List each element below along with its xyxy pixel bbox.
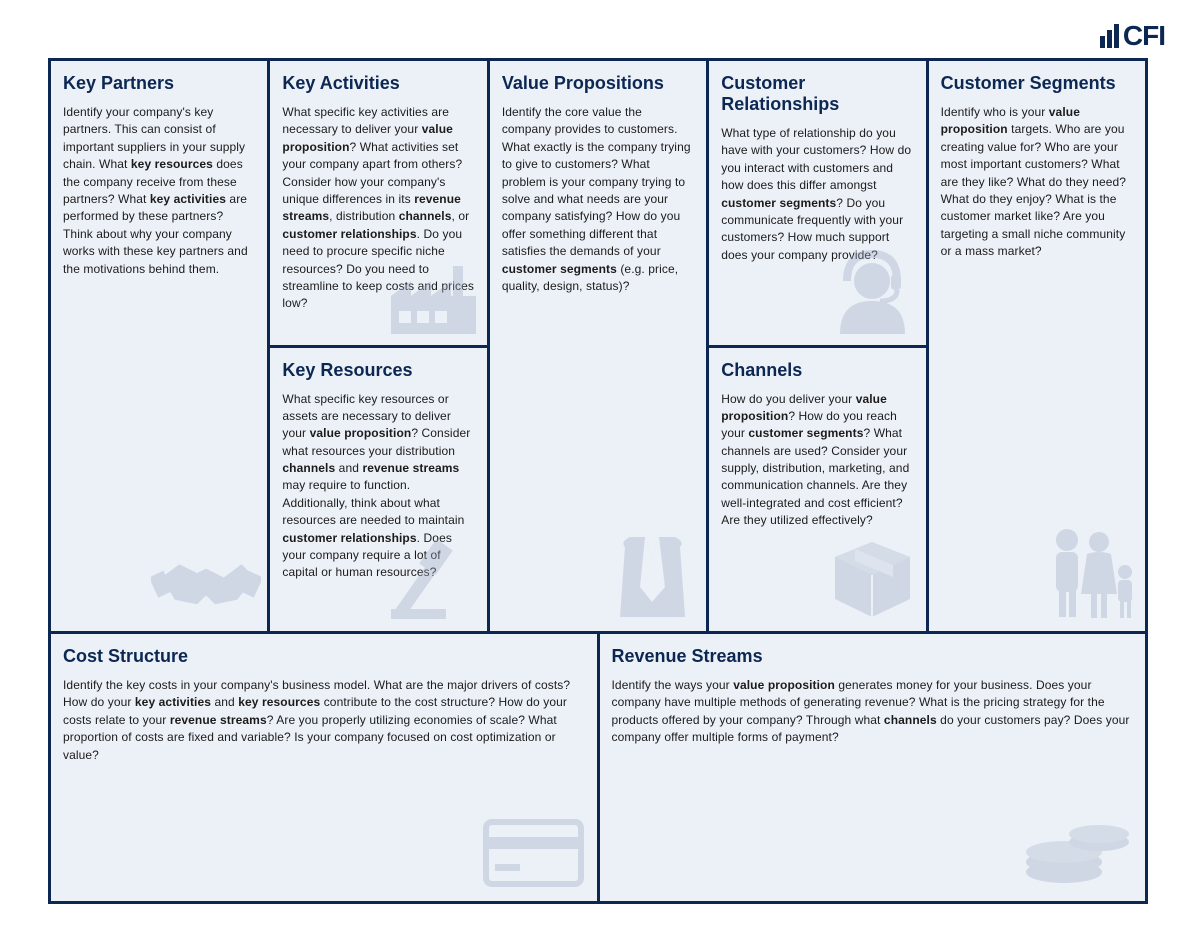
col-key-activities-resources: Key Activities What specific key activit…	[270, 61, 489, 631]
cell-cost-structure: Cost Structure Identify the key costs in…	[51, 634, 600, 901]
title-channels: Channels	[721, 360, 913, 381]
cfi-logo: CFI	[1100, 20, 1165, 52]
cell-channels: Channels How do you deliver your value p…	[709, 348, 925, 632]
logo-bars-icon	[1100, 24, 1119, 48]
title-revenue-streams: Revenue Streams	[612, 646, 1134, 667]
body-revenue-streams: Identify the ways your value proposition…	[612, 677, 1134, 747]
coins-icon	[1019, 807, 1139, 897]
box-icon	[825, 537, 920, 627]
business-model-canvas: Key Partners Identify your company's key…	[48, 58, 1148, 904]
logo-row: CFI	[30, 20, 1170, 58]
body-channels: How do you deliver your value propositio…	[721, 391, 913, 530]
title-customer-segments: Customer Segments	[941, 73, 1133, 94]
cell-customer-segments: Customer Segments Identify who is your v…	[929, 61, 1145, 631]
title-customer-relationships: Customer Relationships	[721, 73, 913, 115]
handshake-icon	[151, 542, 261, 627]
canvas-top-grid: Key Partners Identify your company's key…	[51, 61, 1145, 631]
body-value-propositions: Identify the core value the company prov…	[502, 104, 694, 295]
cell-key-resources: Key Resources What specific key resource…	[270, 348, 486, 632]
cell-customer-relationships: Customer Relationships What type of rela…	[709, 61, 925, 348]
col-key-partners: Key Partners Identify your company's key…	[51, 61, 270, 631]
title-key-partners: Key Partners	[63, 73, 255, 94]
family-icon	[1039, 522, 1139, 627]
cell-key-partners: Key Partners Identify your company's key…	[51, 61, 267, 631]
body-key-resources: What specific key resources or assets ar…	[282, 391, 474, 582]
body-key-partners: Identify your company's key partners. Th…	[63, 104, 255, 278]
title-key-activities: Key Activities	[282, 73, 474, 94]
card-icon	[481, 812, 591, 897]
body-key-activities: What specific key activities are necessa…	[282, 104, 474, 313]
canvas-bottom-grid: Cost Structure Identify the key costs in…	[51, 631, 1145, 901]
title-value-propositions: Value Propositions	[502, 73, 694, 94]
title-cost-structure: Cost Structure	[63, 646, 585, 667]
col-relationships-channels: Customer Relationships What type of rela…	[709, 61, 928, 631]
cell-revenue-streams: Revenue Streams Identify the ways your v…	[600, 634, 1146, 901]
body-customer-segments: Identify who is your value proposition t…	[941, 104, 1133, 261]
body-customer-relationships: What type of relationship do you have wi…	[721, 125, 913, 264]
body-cost-structure: Identify the key costs in your company's…	[63, 677, 585, 764]
suit-icon	[605, 532, 700, 627]
title-key-resources: Key Resources	[282, 360, 474, 381]
logo-text: CFI	[1123, 20, 1165, 52]
cell-key-activities: Key Activities What specific key activit…	[270, 61, 486, 348]
col-value-propositions: Value Propositions Identify the core val…	[490, 61, 709, 631]
cell-value-propositions: Value Propositions Identify the core val…	[490, 61, 706, 631]
col-customer-segments: Customer Segments Identify who is your v…	[929, 61, 1145, 631]
